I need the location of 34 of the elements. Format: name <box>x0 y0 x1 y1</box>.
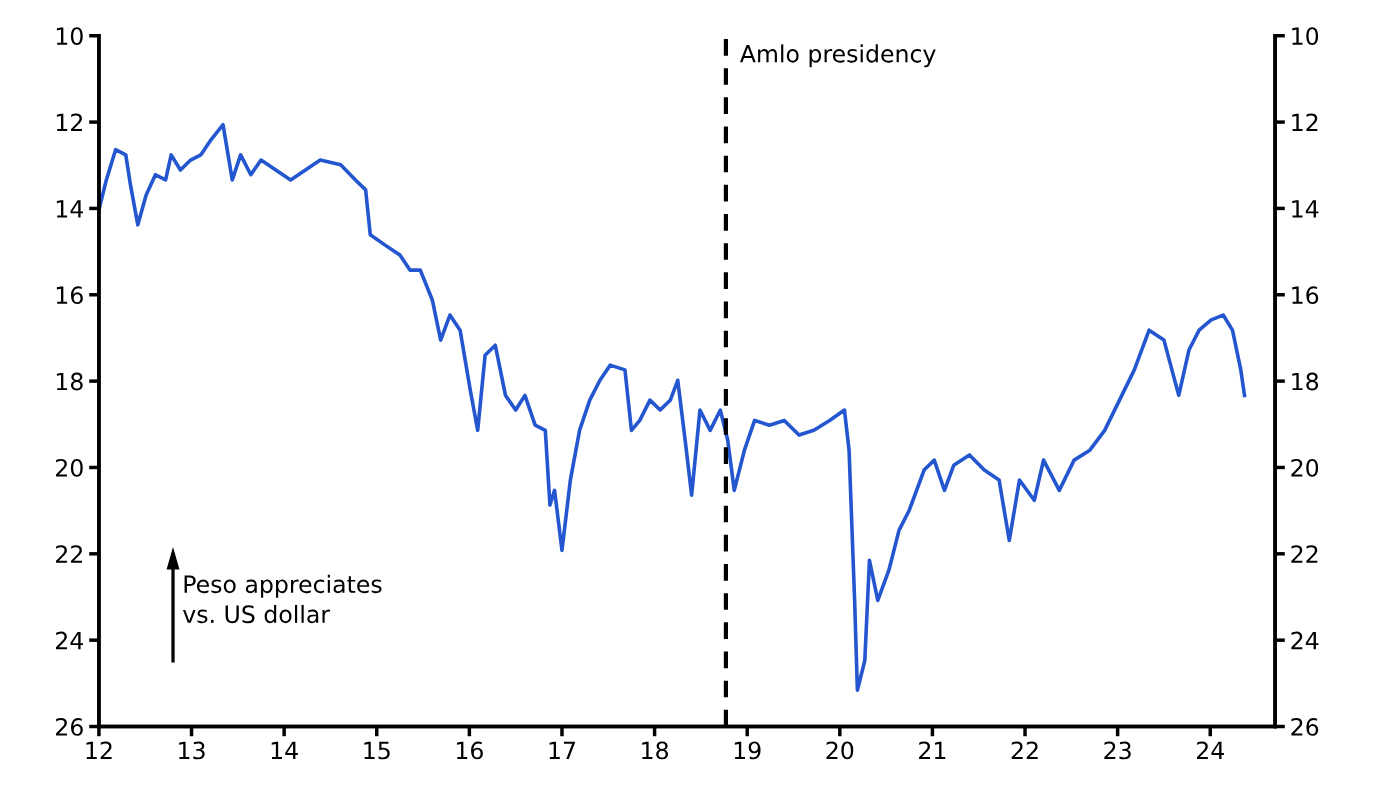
y-tick-label: 24 <box>56 631 84 650</box>
y2-tick-label: 24 <box>1291 631 1319 650</box>
x-tick-label: 21 <box>919 741 946 760</box>
y-tick-label: 22 <box>56 545 82 563</box>
y2-tick-label: 22 <box>1291 545 1318 563</box>
y-tick-label: 26 <box>56 717 83 736</box>
ref-line-label: Amlo presidency <box>739 44 936 68</box>
y2-tick-label: 16 <box>1292 286 1319 305</box>
y-tick-label: 14 <box>56 200 84 218</box>
line-series <box>98 122 1247 693</box>
x-tick-label: 14 <box>271 741 298 760</box>
x-tick-label: 20 <box>826 741 854 760</box>
x-tick-label: 19 <box>734 741 761 760</box>
x-tick-label: 24 <box>1196 741 1224 760</box>
y2-tick-label: 12 <box>1292 113 1318 132</box>
x-tick-label: 22 <box>1011 741 1038 760</box>
y-tick-label: 20 <box>56 458 83 477</box>
x-tick-label: 23 <box>1104 741 1131 760</box>
y-tick-label: 16 <box>56 286 83 305</box>
x-tick-label: 16 <box>456 741 483 760</box>
y-tick-label: 12 <box>56 113 82 132</box>
y2-tick-label: 14 <box>1292 200 1319 218</box>
y2-tick-label: 26 <box>1291 717 1319 736</box>
y-tick-label: 18 <box>56 372 83 391</box>
x-tick-label: 13 <box>179 741 205 760</box>
x-tick-label: 12 <box>86 741 112 760</box>
x-tick-label: 15 <box>364 741 390 760</box>
x-tick-label: 18 <box>642 741 668 760</box>
y-tick-label: 10 <box>56 27 83 46</box>
y2-tick-label: 20 <box>1291 458 1319 477</box>
y2-tick-label: 18 <box>1292 372 1319 391</box>
y2-tick-label: 10 <box>1292 27 1319 46</box>
annotation: Peso appreciates vs. US dollar <box>182 574 382 624</box>
x-tick-label: 17 <box>549 741 575 760</box>
